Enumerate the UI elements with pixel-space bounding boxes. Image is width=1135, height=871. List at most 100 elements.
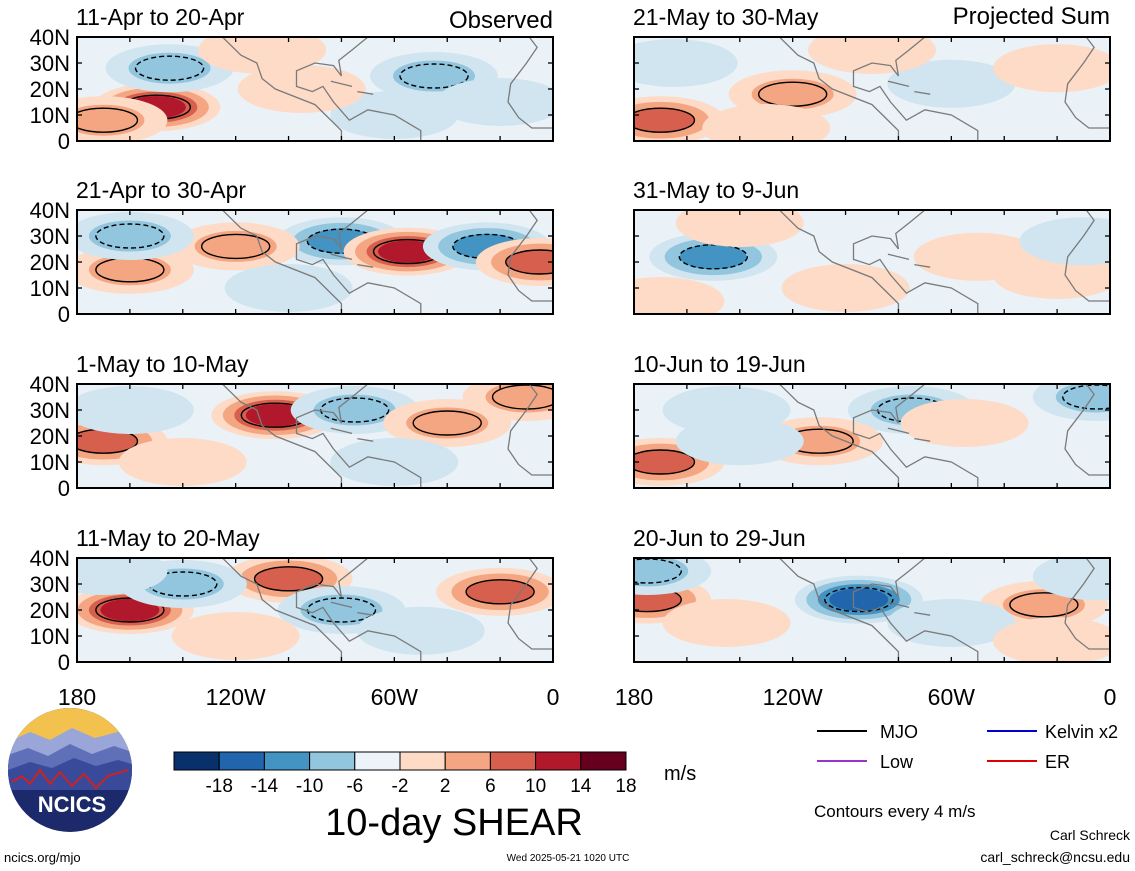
shear-anomaly [237,65,366,113]
map-panel: 21-May to 30-May [633,4,1111,142]
panel-period-title: 21-May to 30-May [633,4,819,30]
shear-anomaly [1055,384,1110,413]
legend-er-label: ER [1045,752,1070,772]
mjo-contour [634,449,696,475]
shear-anomaly [781,264,910,312]
shear-anomaly [118,438,247,486]
mjo-contour [412,410,482,436]
map-panel: 10-Jun to 19-Jun [633,351,1111,489]
y-tick-label: 20N [30,598,70,623]
shear-anomaly [506,249,553,275]
x-tick-label: 0 [547,684,560,710]
americas-coastline [778,210,979,314]
mjo-contour [505,249,553,275]
shear-anomaly [255,566,322,592]
map-panel: 31-May to 9-Jun [633,177,1111,315]
africa-coastline [1064,558,1110,650]
americas-coastline [221,558,422,662]
y-tick-label: 40N [30,25,70,50]
shear-anomaly [887,599,1016,647]
colorbar-tick-labels: -18 -14 -10 -6 -2 2 6 10 14 18 [205,776,636,797]
africa-coastline [507,37,553,129]
shear-anomaly [88,254,171,286]
colorbar-tick-label: 10 [525,776,546,797]
legend-mjo-label: MJO [880,722,918,742]
shear-anomaly [634,449,694,475]
africa-coastline [507,210,553,302]
africa-coastline [507,558,553,650]
mjo-contour [319,397,390,423]
colorbar-tick-label: 2 [440,776,451,797]
colorbar-tick-label: 6 [485,776,496,797]
colorbar-swatch [399,751,446,771]
mjo-contour [399,63,469,89]
shear-anomaly [675,417,804,466]
shear-anomaly [224,264,353,312]
shear-anomaly [393,60,475,92]
colorbar-swatch [444,751,491,771]
shear-anomaly [100,598,160,622]
y-tick-label: 0 [58,650,70,675]
shear-anomaly [485,384,553,413]
shear-anomaly [88,220,171,252]
caribbean-islands [330,80,374,95]
y-tick-label: 10N [30,450,70,475]
observed-label: Observed [449,7,553,34]
website-text: ncics.org/mjo [4,850,81,865]
contours-note: Contours every 4 m/s [814,802,976,821]
americas-coastline [221,384,422,488]
x-tick-label: 180 [615,684,653,710]
panel-period-title: 11-Apr to 20-Apr [76,4,245,30]
shear-anomaly [378,240,438,263]
shear-anomaly [993,44,1110,93]
shear-anomaly [77,386,194,434]
panel-period-title: 21-Apr to 30-Apr [76,177,246,203]
caribbean-islands [887,427,931,442]
colorbar-swatch [309,751,356,771]
shear-anomaly [808,37,936,74]
shear-anomaly [466,579,534,605]
shear-anomaly [675,210,804,247]
colorbar-swatch [263,751,311,771]
caribbean-islands [887,601,931,616]
colorbar-tick-label: -2 [392,776,409,797]
shear-anomaly [171,612,300,660]
colorbar [173,751,627,771]
x-tick-label: 60W [928,684,976,710]
mjo-contour [200,233,271,260]
shear-anomaly [194,230,277,262]
shear-anomaly [77,104,145,136]
legend: MJO Kelvin x2 Low ER [817,722,1118,772]
colorbar-tick-label: -14 [251,776,279,797]
units-label: m/s [664,763,696,785]
shear-anomaly [128,52,211,84]
shear-anomaly [198,37,327,74]
shear-anomaly [77,558,168,595]
shear-anomaly [751,78,834,110]
y-tick-label: 30N [30,51,70,76]
y-tick-label: 0 [58,476,70,501]
shear-anomaly [887,59,1016,108]
colorbar-swatch [354,751,401,771]
shear-anomaly [702,104,831,141]
map-panel: 20-Jun to 29-Jun [633,525,1111,663]
mjo-contour [253,566,324,592]
shear-anomaly [313,394,396,426]
shear-anomaly [1002,589,1085,621]
colorbar-swatch [489,751,537,771]
mjo-contour [634,107,696,133]
caribbean-islands [330,601,374,616]
author-text: Carl Schreck [1050,827,1131,843]
figure-title: 10-day SHEAR [325,802,583,844]
colorbar-swatch [580,751,627,771]
y-tick-label: 30N [30,224,70,249]
shear-anomaly [634,39,738,87]
americas-coastline [221,210,422,314]
y-tick-label: 30N [30,572,70,597]
x-tick-label: 120W [206,684,266,710]
